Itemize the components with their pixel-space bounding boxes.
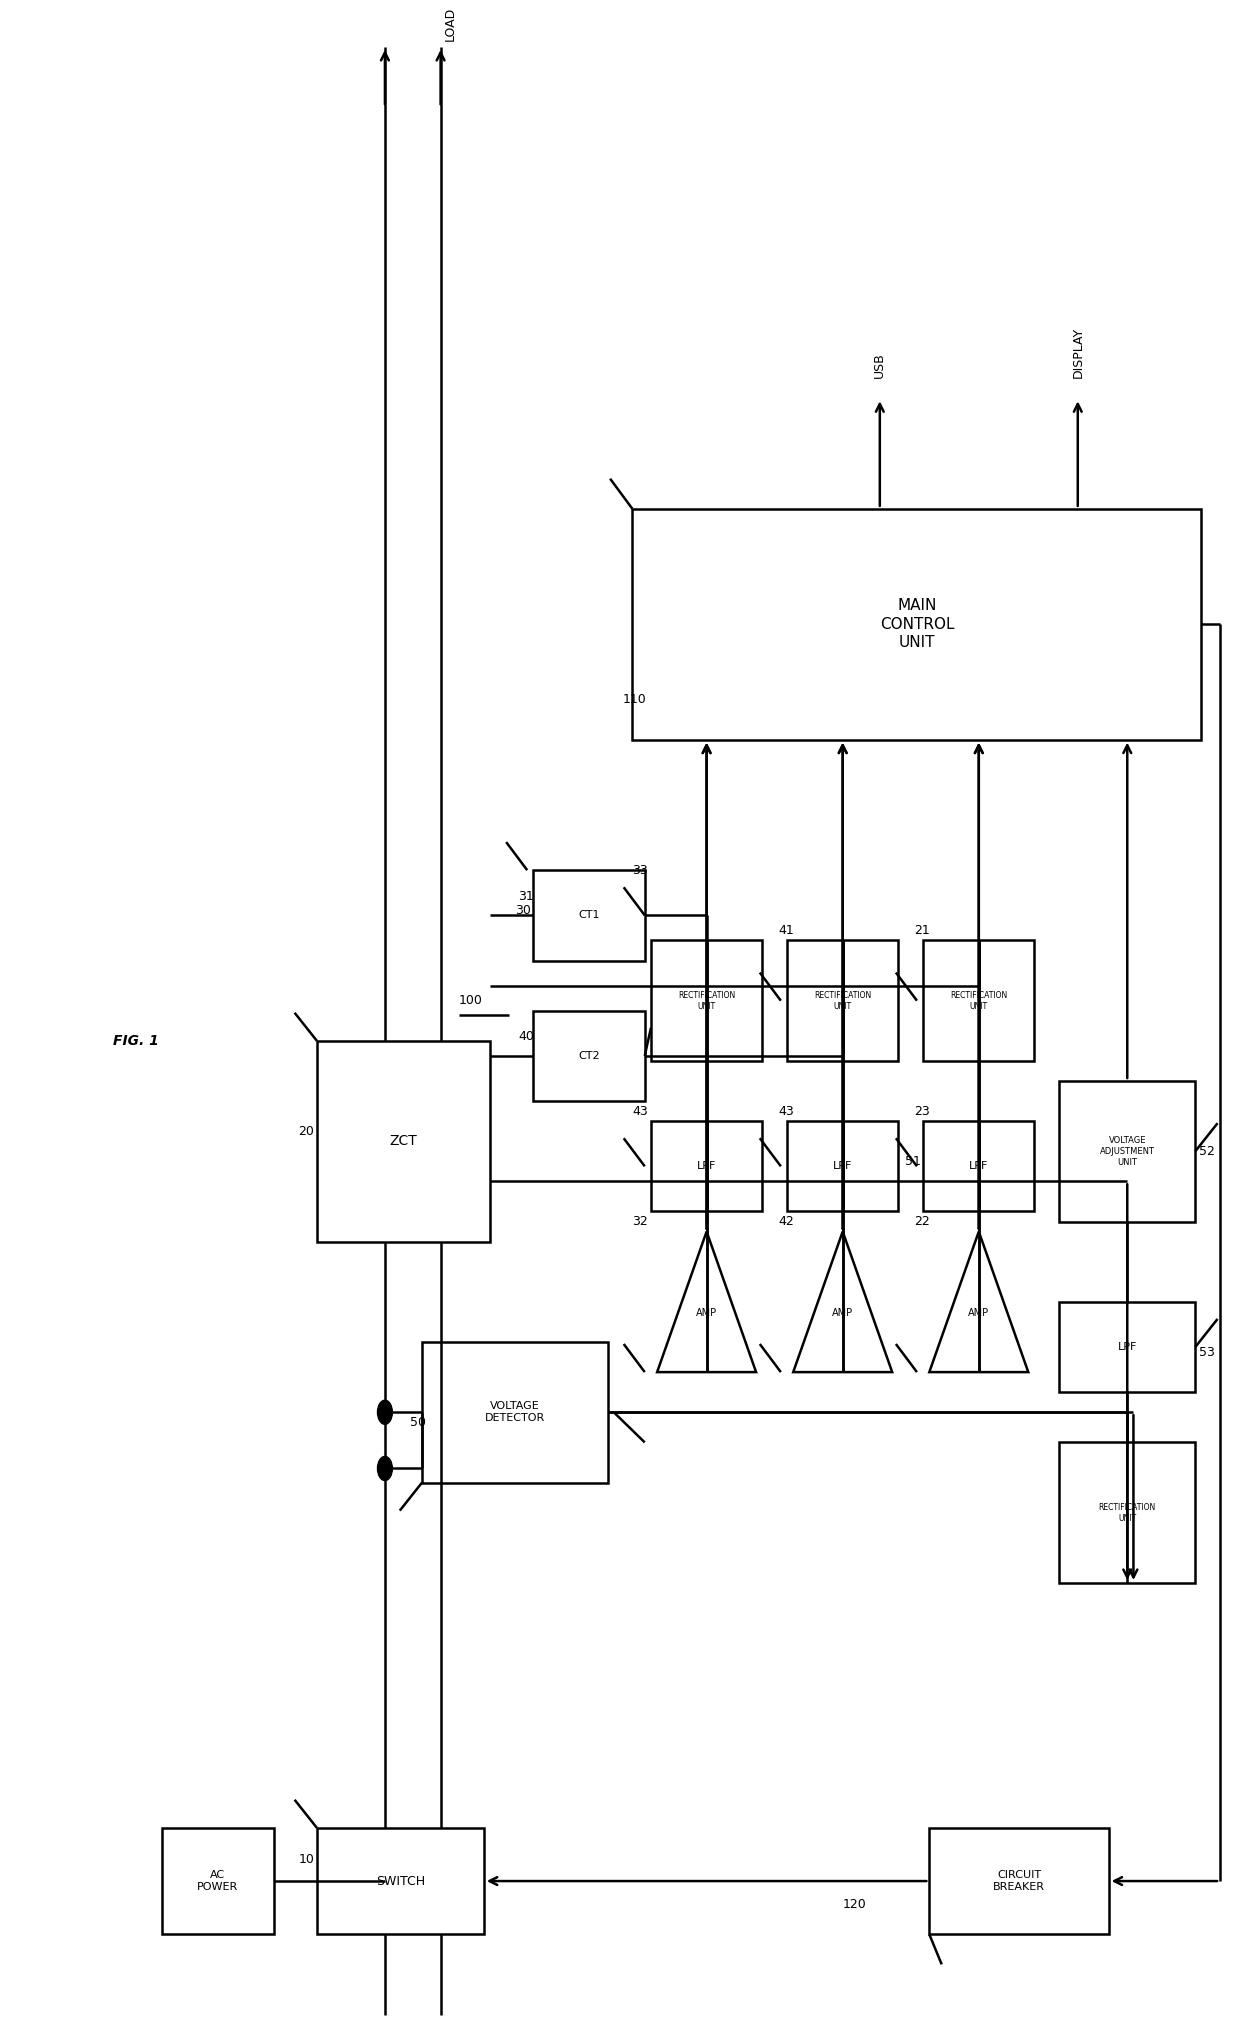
Text: FIG. 1: FIG. 1 [113, 1033, 159, 1047]
Text: 23: 23 [914, 1104, 930, 1118]
Text: CIRCUIT
BREAKER: CIRCUIT BREAKER [993, 1870, 1045, 1892]
FancyBboxPatch shape [787, 1120, 898, 1212]
Text: 43: 43 [632, 1104, 649, 1118]
Polygon shape [794, 1232, 893, 1372]
Text: LPF: LPF [970, 1161, 988, 1171]
FancyBboxPatch shape [317, 1827, 484, 1935]
Text: AMP: AMP [968, 1309, 990, 1319]
Text: 33: 33 [632, 863, 649, 877]
Text: 100: 100 [459, 995, 484, 1007]
FancyBboxPatch shape [162, 1827, 274, 1935]
Text: 40: 40 [518, 1031, 534, 1043]
Text: LOAD: LOAD [444, 6, 456, 41]
Text: 42: 42 [779, 1216, 794, 1228]
Polygon shape [657, 1232, 756, 1372]
Text: RECTIFICATION
UNIT: RECTIFICATION UNIT [1099, 1503, 1156, 1524]
Text: RECTIFICATION
UNIT: RECTIFICATION UNIT [950, 991, 1007, 1011]
Text: 120: 120 [843, 1898, 867, 1911]
Text: 50: 50 [409, 1416, 425, 1428]
Text: VOLTAGE
ADJUSTMENT
UNIT: VOLTAGE ADJUSTMENT UNIT [1100, 1137, 1154, 1167]
FancyBboxPatch shape [651, 1120, 763, 1212]
Text: 22: 22 [914, 1216, 930, 1228]
Text: DISPLAY: DISPLAY [1071, 326, 1084, 379]
FancyBboxPatch shape [923, 1120, 1034, 1212]
Text: ZCT: ZCT [389, 1135, 418, 1149]
Text: 110: 110 [622, 693, 646, 705]
Text: LPF: LPF [1117, 1341, 1137, 1351]
FancyBboxPatch shape [1059, 1082, 1195, 1222]
Text: 21: 21 [914, 924, 930, 936]
Text: 53: 53 [1199, 1345, 1215, 1359]
Text: AMP: AMP [832, 1309, 853, 1319]
FancyBboxPatch shape [632, 509, 1202, 739]
Circle shape [377, 1400, 392, 1424]
FancyBboxPatch shape [1059, 1443, 1195, 1582]
Text: RECTIFICATION
UNIT: RECTIFICATION UNIT [815, 991, 872, 1011]
FancyBboxPatch shape [1059, 1303, 1195, 1392]
Text: USB: USB [873, 353, 887, 379]
FancyBboxPatch shape [422, 1341, 608, 1483]
Circle shape [377, 1457, 392, 1481]
Polygon shape [929, 1232, 1028, 1372]
Text: 10: 10 [299, 1854, 314, 1866]
Text: 32: 32 [632, 1216, 649, 1228]
Text: LPF: LPF [697, 1161, 717, 1171]
FancyBboxPatch shape [923, 940, 1034, 1062]
FancyBboxPatch shape [533, 871, 645, 960]
Text: SWITCH: SWITCH [376, 1874, 425, 1888]
Text: RECTIFICATION
UNIT: RECTIFICATION UNIT [678, 991, 735, 1011]
FancyBboxPatch shape [787, 940, 898, 1062]
Text: 31: 31 [518, 889, 534, 904]
Text: 30: 30 [515, 904, 531, 918]
Text: AMP: AMP [696, 1309, 717, 1319]
Text: MAIN
CONTROL
UNIT: MAIN CONTROL UNIT [879, 598, 955, 650]
FancyBboxPatch shape [929, 1827, 1109, 1935]
Text: VOLTAGE
DETECTOR: VOLTAGE DETECTOR [485, 1402, 544, 1424]
FancyBboxPatch shape [533, 1011, 645, 1100]
FancyBboxPatch shape [317, 1041, 490, 1242]
Text: AC
POWER: AC POWER [197, 1870, 238, 1892]
Text: 20: 20 [299, 1124, 314, 1139]
FancyBboxPatch shape [651, 940, 763, 1062]
Text: 51: 51 [904, 1155, 920, 1167]
Text: CT2: CT2 [578, 1051, 600, 1062]
Text: 43: 43 [779, 1104, 794, 1118]
Text: LPF: LPF [833, 1161, 852, 1171]
Text: 52: 52 [1199, 1145, 1215, 1157]
Text: CT1: CT1 [578, 910, 600, 920]
Text: 41: 41 [779, 924, 794, 936]
